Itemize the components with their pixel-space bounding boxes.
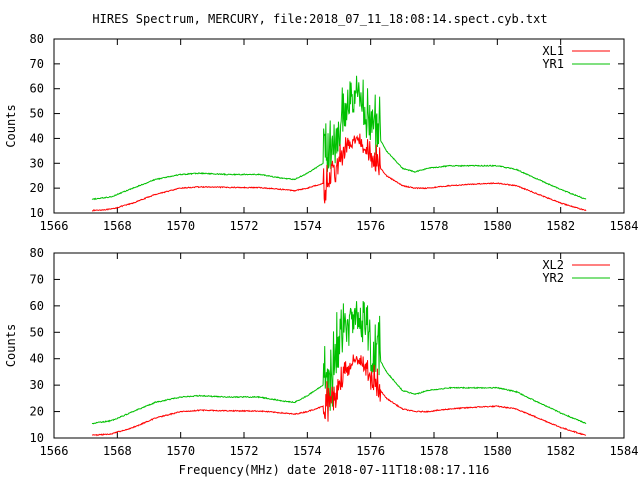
x-tick-label: 1566 xyxy=(40,219,69,233)
legend-label-xl1: XL1 xyxy=(542,44,564,58)
plot-frame xyxy=(53,252,625,439)
x-tick-label: 1570 xyxy=(166,219,195,233)
y-tick-label: 80 xyxy=(30,32,44,46)
legend-label-yr1: YR1 xyxy=(542,57,564,71)
x-tick-label: 1568 xyxy=(103,219,132,233)
y-axis-label: Counts xyxy=(4,324,18,367)
y-tick-label: 30 xyxy=(30,156,44,170)
x-tick-label: 1572 xyxy=(230,219,259,233)
legend-label-xl2: XL2 xyxy=(542,258,564,272)
series-line-yr1 xyxy=(91,75,587,201)
x-tick-label: 1578 xyxy=(420,219,449,233)
x-tick-label: 1576 xyxy=(356,219,385,233)
x-tick-label: 1568 xyxy=(103,444,132,458)
plot-frame xyxy=(53,38,625,214)
x-tick-label: 1574 xyxy=(293,444,322,458)
series-line-xl1 xyxy=(91,133,587,212)
y-tick-label: 60 xyxy=(30,82,44,96)
y-tick-label: 70 xyxy=(30,272,44,286)
y-tick-label: 10 xyxy=(30,206,44,220)
y-tick-label: 50 xyxy=(30,325,44,339)
y-tick-label: 20 xyxy=(30,181,44,195)
y-tick-label: 80 xyxy=(30,246,44,260)
series-line-yr2 xyxy=(91,301,587,425)
x-tick-label: 1580 xyxy=(483,219,512,233)
y-tick-label: 70 xyxy=(30,57,44,71)
x-tick-label: 1582 xyxy=(546,444,575,458)
y-tick-label: 40 xyxy=(30,131,44,145)
x-axis-label: Frequency(MHz) date 2018-07-11T18:08:17.… xyxy=(179,463,490,477)
x-tick-label: 1578 xyxy=(420,444,449,458)
x-tick-label: 1572 xyxy=(230,444,259,458)
legend-label-yr2: YR2 xyxy=(542,271,564,285)
x-tick-label: 1574 xyxy=(293,219,322,233)
chart-top: 1566 1568 1570 1572 1574 1576 1578 1580 1582 1584… xyxy=(4,32,638,233)
x-tick-label: 1570 xyxy=(166,444,195,458)
x-tick-label: 1576 xyxy=(356,444,385,458)
x-tick-label: 1580 xyxy=(483,444,512,458)
x-tick-label: 1584 xyxy=(610,444,639,458)
y-tick-label: 20 xyxy=(30,405,44,419)
chart-bottom: 1566 1568 1570 1572 1574 1576 1578 1580 1582 1584… xyxy=(4,246,638,458)
y-tick-label: 30 xyxy=(30,378,44,392)
y-tick-label: 10 xyxy=(30,431,44,445)
y-tick-label: 40 xyxy=(30,352,44,366)
x-tick-label: 1582 xyxy=(546,219,575,233)
y-tick-label: 50 xyxy=(30,107,44,121)
y-axis-label: Counts xyxy=(4,104,18,147)
y-tick-label: 60 xyxy=(30,299,44,313)
x-tick-label: 1584 xyxy=(610,219,639,233)
series-line-xl2 xyxy=(91,354,587,437)
x-tick-label: 1566 xyxy=(40,444,69,458)
figure-title: HIRES Spectrum, MERCURY, file:2018_07_11… xyxy=(92,12,547,26)
